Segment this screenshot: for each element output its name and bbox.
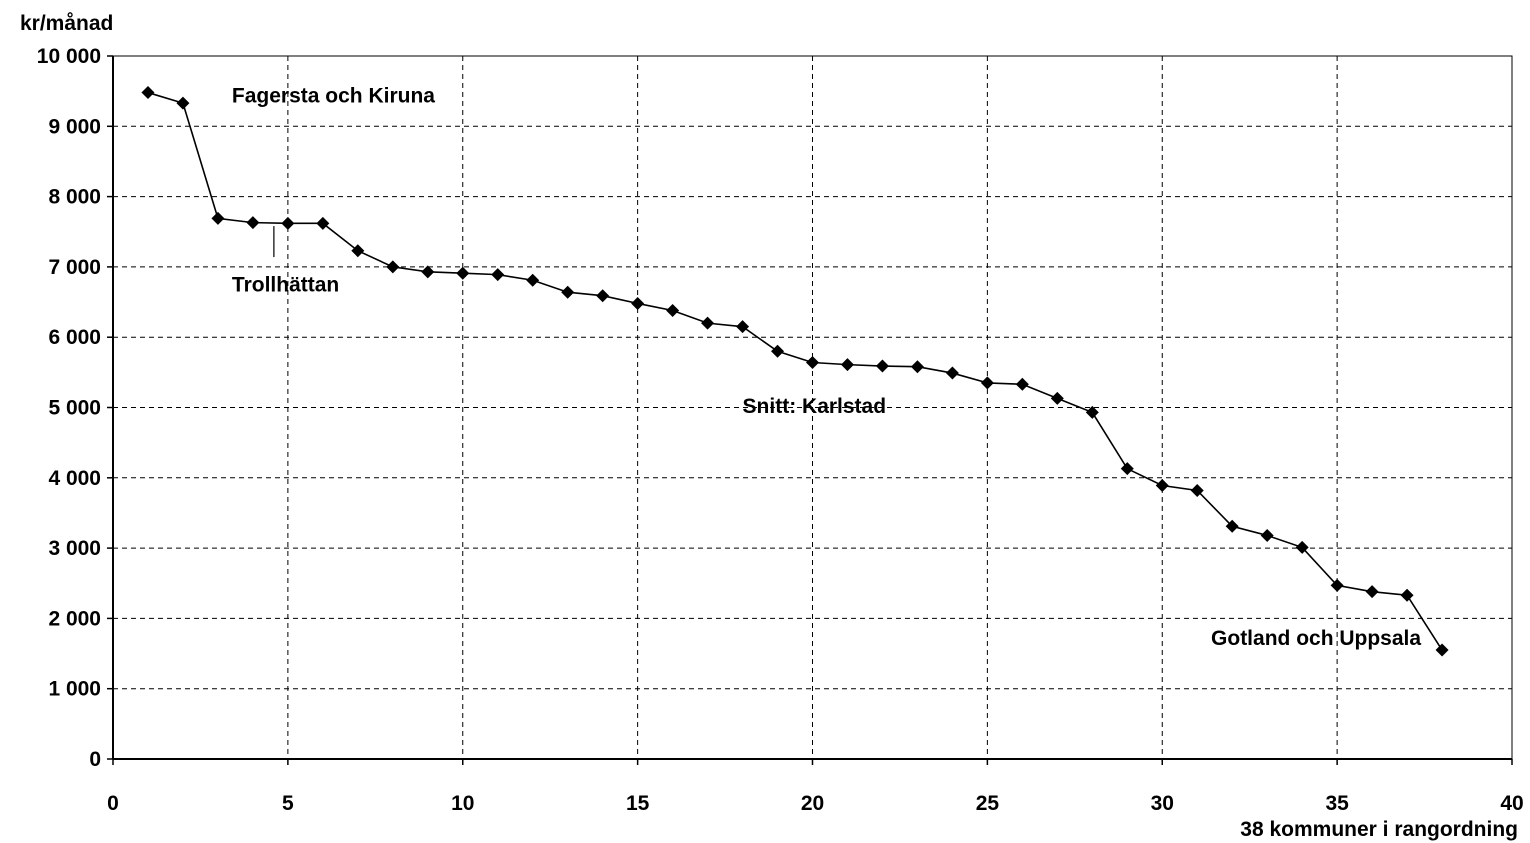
data-point-diamond bbox=[526, 273, 540, 287]
series-line-path bbox=[147, 91, 1443, 651]
y-tick-label: 10 000 bbox=[37, 45, 101, 68]
annotations: Fagersta och Kiruna Trollhättan Snitt: Kar… bbox=[232, 84, 1421, 650]
series-line bbox=[141, 86, 1449, 657]
data-point-diamond bbox=[666, 303, 680, 317]
data-point-diamond bbox=[980, 376, 994, 390]
annotation-label: Gotland och Uppsala bbox=[1211, 627, 1421, 650]
y-tick-label: 1 000 bbox=[48, 678, 101, 701]
data-point-diamond bbox=[1330, 578, 1344, 592]
x-tick-label: 25 bbox=[976, 792, 1000, 815]
data-point-diamond bbox=[1295, 540, 1309, 554]
y-tick-label: 7 000 bbox=[48, 256, 101, 279]
x-tick-label: 40 bbox=[1500, 792, 1523, 815]
data-point-diamond bbox=[701, 316, 715, 330]
data-point-diamond bbox=[1260, 528, 1274, 542]
data-point-diamond bbox=[1400, 588, 1414, 602]
data-point-diamond bbox=[1155, 479, 1169, 493]
data-point-diamond bbox=[945, 366, 959, 380]
tick-labels: 0 1 000 2 000 3 000 4 000 5 000 6 000 7 000 8 00… bbox=[37, 45, 1524, 815]
data-point-diamond bbox=[1435, 643, 1449, 657]
data-point-diamond bbox=[1085, 405, 1099, 419]
data-point-diamond bbox=[736, 320, 750, 334]
data-point-diamond bbox=[351, 244, 365, 258]
data-point-diamond bbox=[806, 356, 819, 370]
data-point-diamond bbox=[281, 216, 295, 230]
annotation-label: Trollhättan bbox=[232, 274, 339, 297]
data-point-diamond bbox=[1190, 483, 1204, 497]
x-tick-label: 10 bbox=[451, 792, 474, 815]
y-tick-label: 2 000 bbox=[48, 607, 101, 630]
data-point-diamond bbox=[176, 96, 190, 110]
data-point-diamond bbox=[1050, 391, 1064, 405]
data-point-diamond bbox=[875, 359, 889, 373]
axes bbox=[107, 55, 1513, 765]
data-point-diamond bbox=[840, 358, 854, 372]
data-point-diamond bbox=[141, 86, 155, 100]
x-tick-label: 5 bbox=[282, 792, 294, 815]
data-point-diamond bbox=[1225, 519, 1239, 533]
x-tick-label: 0 bbox=[107, 792, 119, 815]
data-point-diamond bbox=[561, 285, 575, 299]
data-point-diamond bbox=[910, 360, 924, 374]
data-point-diamond bbox=[246, 216, 260, 230]
data-point-diamond bbox=[771, 344, 785, 358]
data-point-diamond bbox=[1365, 585, 1379, 599]
data-point-diamond bbox=[1120, 462, 1134, 476]
x-tick-label: 15 bbox=[626, 792, 650, 815]
y-tick-label: 4 000 bbox=[48, 467, 101, 490]
data-point-diamond bbox=[211, 211, 225, 225]
data-point-diamond bbox=[1015, 377, 1029, 391]
y-tick-label: 9 000 bbox=[48, 115, 101, 138]
data-point-diamond bbox=[596, 289, 610, 303]
x-tick-label: 35 bbox=[1325, 792, 1349, 815]
annotation-label: Fagersta och Kiruna bbox=[232, 84, 435, 107]
y-axis-label: kr/månad bbox=[20, 12, 113, 35]
data-point-diamond bbox=[456, 266, 470, 280]
y-tick-label: 8 000 bbox=[48, 186, 101, 209]
y-tick-label: 3 000 bbox=[48, 537, 101, 560]
annotation-label: Snitt: Karlstad bbox=[743, 395, 887, 418]
data-point-diamond bbox=[316, 216, 330, 230]
data-point-diamond bbox=[386, 260, 400, 274]
data-point-diamond bbox=[631, 296, 645, 310]
y-tick-label: 6 000 bbox=[48, 326, 101, 349]
x-tick-label: 30 bbox=[1151, 792, 1174, 815]
data-point-diamond bbox=[421, 265, 435, 279]
data-point-diamond bbox=[491, 268, 505, 282]
x-tick-label: 20 bbox=[801, 792, 824, 815]
x-axis-label: 38 kommuner i rangordning bbox=[1240, 818, 1518, 841]
y-tick-label: 0 bbox=[89, 748, 101, 771]
y-tick-label: 5 000 bbox=[48, 397, 101, 420]
